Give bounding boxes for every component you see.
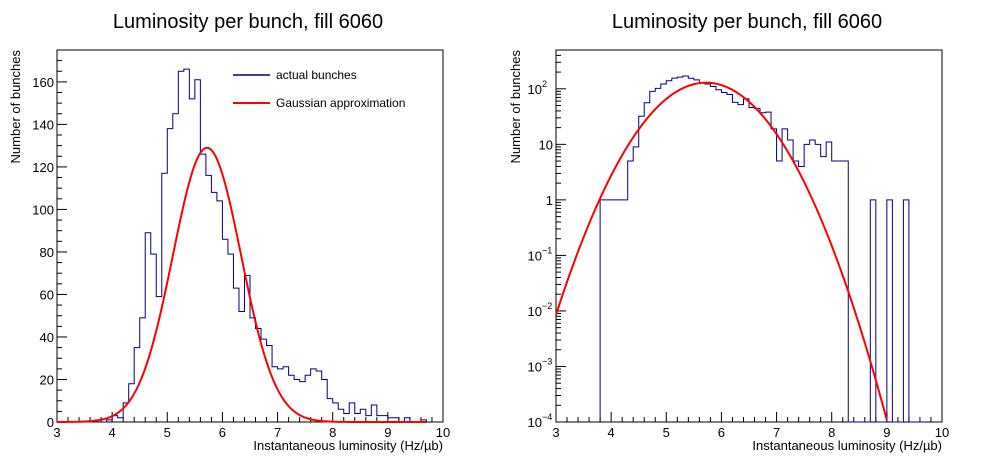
x-tick-label: 9: [384, 425, 391, 440]
x-tick-label: 8: [828, 425, 835, 440]
y-tick-label: 1: [546, 193, 553, 208]
y-tick-exponent: 2: [542, 79, 547, 89]
plot-area: [57, 68, 427, 423]
plot-frame: [555, 49, 943, 423]
y-tick-label: 100: [32, 202, 54, 217]
y-tick-label: 140: [32, 117, 54, 132]
y-tick-exponent: −4: [542, 412, 552, 422]
x-tick-label: 5: [164, 425, 171, 440]
plot-area: [555, 75, 926, 423]
x-tick-label: 10: [436, 425, 450, 440]
x-tick-label: 9: [883, 425, 890, 440]
y-tick-label: 20: [40, 372, 54, 387]
x-tick-label: 5: [663, 425, 670, 440]
y-tick-exponent: −2: [542, 301, 552, 311]
y-tick-label: 10: [528, 359, 542, 374]
y-tick-label: 120: [32, 160, 54, 175]
x-tick-label: 3: [53, 425, 60, 440]
chart-title: Luminosity per bunch, fill 6060: [612, 11, 882, 33]
y-tick-label: 10: [528, 415, 542, 430]
x-tick-label: 6: [219, 425, 226, 440]
legend-label-gaussian: Gaussian approximation: [276, 96, 405, 110]
y-tick-exponent: −1: [542, 245, 552, 255]
y-tick-label: 60: [40, 287, 54, 302]
y-tick-label: 0: [47, 415, 54, 430]
y-axis-label: Number of bunches: [508, 50, 523, 164]
x-tick-label: 3: [552, 425, 559, 440]
x-tick-label: 10: [935, 425, 949, 440]
log-histogram-panel: Luminosity per bunch, fill 6060 3 4 5 6 7 8 9 1…: [508, 11, 949, 453]
x-tick-label: 6: [718, 425, 725, 440]
x-tick-label: 4: [608, 425, 615, 440]
y-tick-label: 80: [40, 245, 54, 260]
y-tick-label: 160: [32, 75, 54, 90]
y-tick-label: 10: [528, 82, 542, 97]
y-tick-exponent: −3: [542, 356, 552, 366]
series-actual-bunches: [95, 68, 427, 423]
x-tick-label: 7: [274, 425, 281, 440]
linear-histogram-panel: Luminosity per bunch, fill 6060 3 4 5 6 7 8 9 1…: [8, 11, 450, 453]
legend-label-actual: actual bunches: [276, 68, 357, 82]
y-axis-label: Number of bunches: [8, 50, 23, 164]
chart-title: Luminosity per bunch, fill 6060: [113, 11, 383, 33]
series-gaussian: [555, 81, 888, 421]
y-tick-label: 10: [539, 137, 553, 152]
legend: actual bunches Gaussian approximation: [233, 68, 405, 110]
x-tick-label: 8: [329, 425, 336, 440]
x-axis-label: Instantaneous luminosity (Hz/µb): [752, 438, 942, 453]
plot-frame: [56, 49, 444, 423]
x-axis-label: Instantaneous luminosity (Hz/µb): [253, 438, 443, 453]
y-tick-label: 10: [528, 304, 542, 319]
y-tick-label: 10: [528, 248, 542, 263]
x-tick-label: 4: [109, 425, 116, 440]
series-gaussian: [57, 146, 427, 423]
x-tick-label: 7: [773, 425, 780, 440]
y-tick-label: 40: [40, 330, 54, 345]
series-actual-bunches: [599, 75, 926, 423]
